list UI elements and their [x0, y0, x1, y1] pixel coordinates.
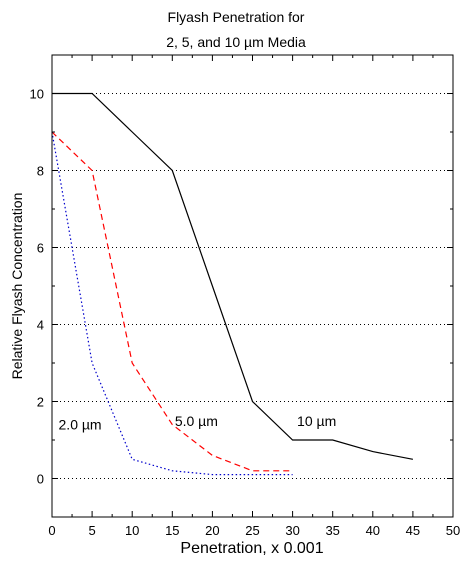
series-line-5-0-m: [51, 131, 293, 472]
plot-frame: [51, 54, 454, 518]
x-axis-label: Penetration, x 0.001: [180, 540, 323, 557]
y-tick-label: 8: [37, 164, 44, 179]
ticks-layer: [51, 54, 454, 518]
tick-labels-layer: 0 5 10 15 20 25 30 35 40 45 50 0 2 4 6 8 10: [30, 87, 460, 539]
x-tick-label: 35: [325, 523, 339, 538]
x-tick-label: 20: [205, 523, 219, 538]
x-tick-label: 40: [366, 523, 380, 538]
x-tick-label: 15: [165, 523, 179, 538]
x-tick-label: 5: [88, 523, 95, 538]
series-annotation: 5.0 µm: [175, 413, 218, 429]
x-tick-label: 25: [245, 523, 259, 538]
grid-layer: [52, 93, 453, 479]
series-annotation: 10 µm: [297, 413, 336, 429]
y-tick-label: 2: [37, 395, 44, 410]
series-line-10-m: [52, 92, 414, 460]
y-tick-label: 4: [37, 318, 44, 333]
annotations-layer: 2.0 µm 5.0 µm 10 µm: [59, 413, 337, 433]
chart-title-line-2: 2, 5, and 10 µm Media: [166, 34, 306, 50]
x-tick-label: 0: [48, 523, 55, 538]
series-annotation: 2.0 µm: [59, 417, 102, 433]
chart-title-line-1: Flyash Penetration for: [168, 9, 305, 25]
series-layer: [51, 92, 414, 476]
x-tick-label: 30: [285, 523, 299, 538]
x-tick-label: 50: [446, 523, 460, 538]
chart-title: Flyash Penetration for 2, 5, and 10 µm M…: [166, 9, 306, 50]
y-axis-label: Relative Flyash Concentration: [9, 193, 25, 380]
x-tick-label: 10: [125, 523, 139, 538]
y-tick-label: 10: [30, 87, 44, 102]
series-line-2-0-m: [51, 131, 293, 476]
x-tick-label: 45: [406, 523, 420, 538]
y-tick-label: 6: [37, 241, 44, 256]
y-tick-label: 0: [37, 472, 44, 487]
